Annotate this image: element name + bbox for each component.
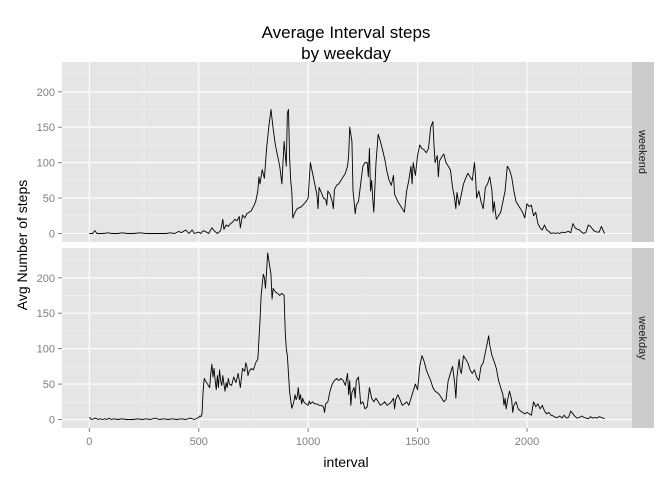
y-tick-label: 150 (37, 122, 55, 134)
panel-weekend: 0 50 100 150 200 weekend (37, 62, 654, 242)
panel-background (62, 62, 632, 242)
y-tick-label: 100 (37, 344, 55, 356)
y-axis-title: Avg Number of steps (14, 180, 30, 310)
y-tick-label: 200 (37, 273, 55, 285)
chart-title-line2: by weekday (301, 44, 391, 63)
series-line-weekend (89, 109, 606, 234)
chart-title-line1: Average Interval steps (262, 23, 431, 42)
y-tick-label: 0 (49, 414, 55, 426)
y-tick-label: 50 (43, 193, 55, 205)
y-tick-label: 150 (37, 308, 55, 320)
y-tick-label: 200 (37, 87, 55, 99)
panel-weekday: 0 50 100 150 200 weekday (37, 248, 654, 428)
panel-background (62, 248, 632, 428)
series-line-weekday (89, 252, 605, 420)
y-tick-label: 0 (49, 228, 55, 240)
strip-weekday (632, 248, 654, 428)
strip-label-weekend: weekend (636, 129, 648, 174)
y-tick-label: 50 (43, 379, 55, 391)
strip-label-weekday: weekday (636, 315, 648, 360)
x-tick-label: 1500 (405, 436, 429, 448)
x-tick-label: 2000 (515, 436, 539, 448)
x-tick-label: 500 (190, 436, 208, 448)
x-tick-label: 1000 (296, 436, 320, 448)
y-tick-label: 100 (37, 158, 55, 170)
x-axis: 0 500 1000 1500 2000 (86, 428, 539, 448)
x-tick-label: 0 (86, 436, 92, 448)
strip-weekend (632, 62, 654, 242)
x-axis-title: interval (323, 454, 368, 470)
